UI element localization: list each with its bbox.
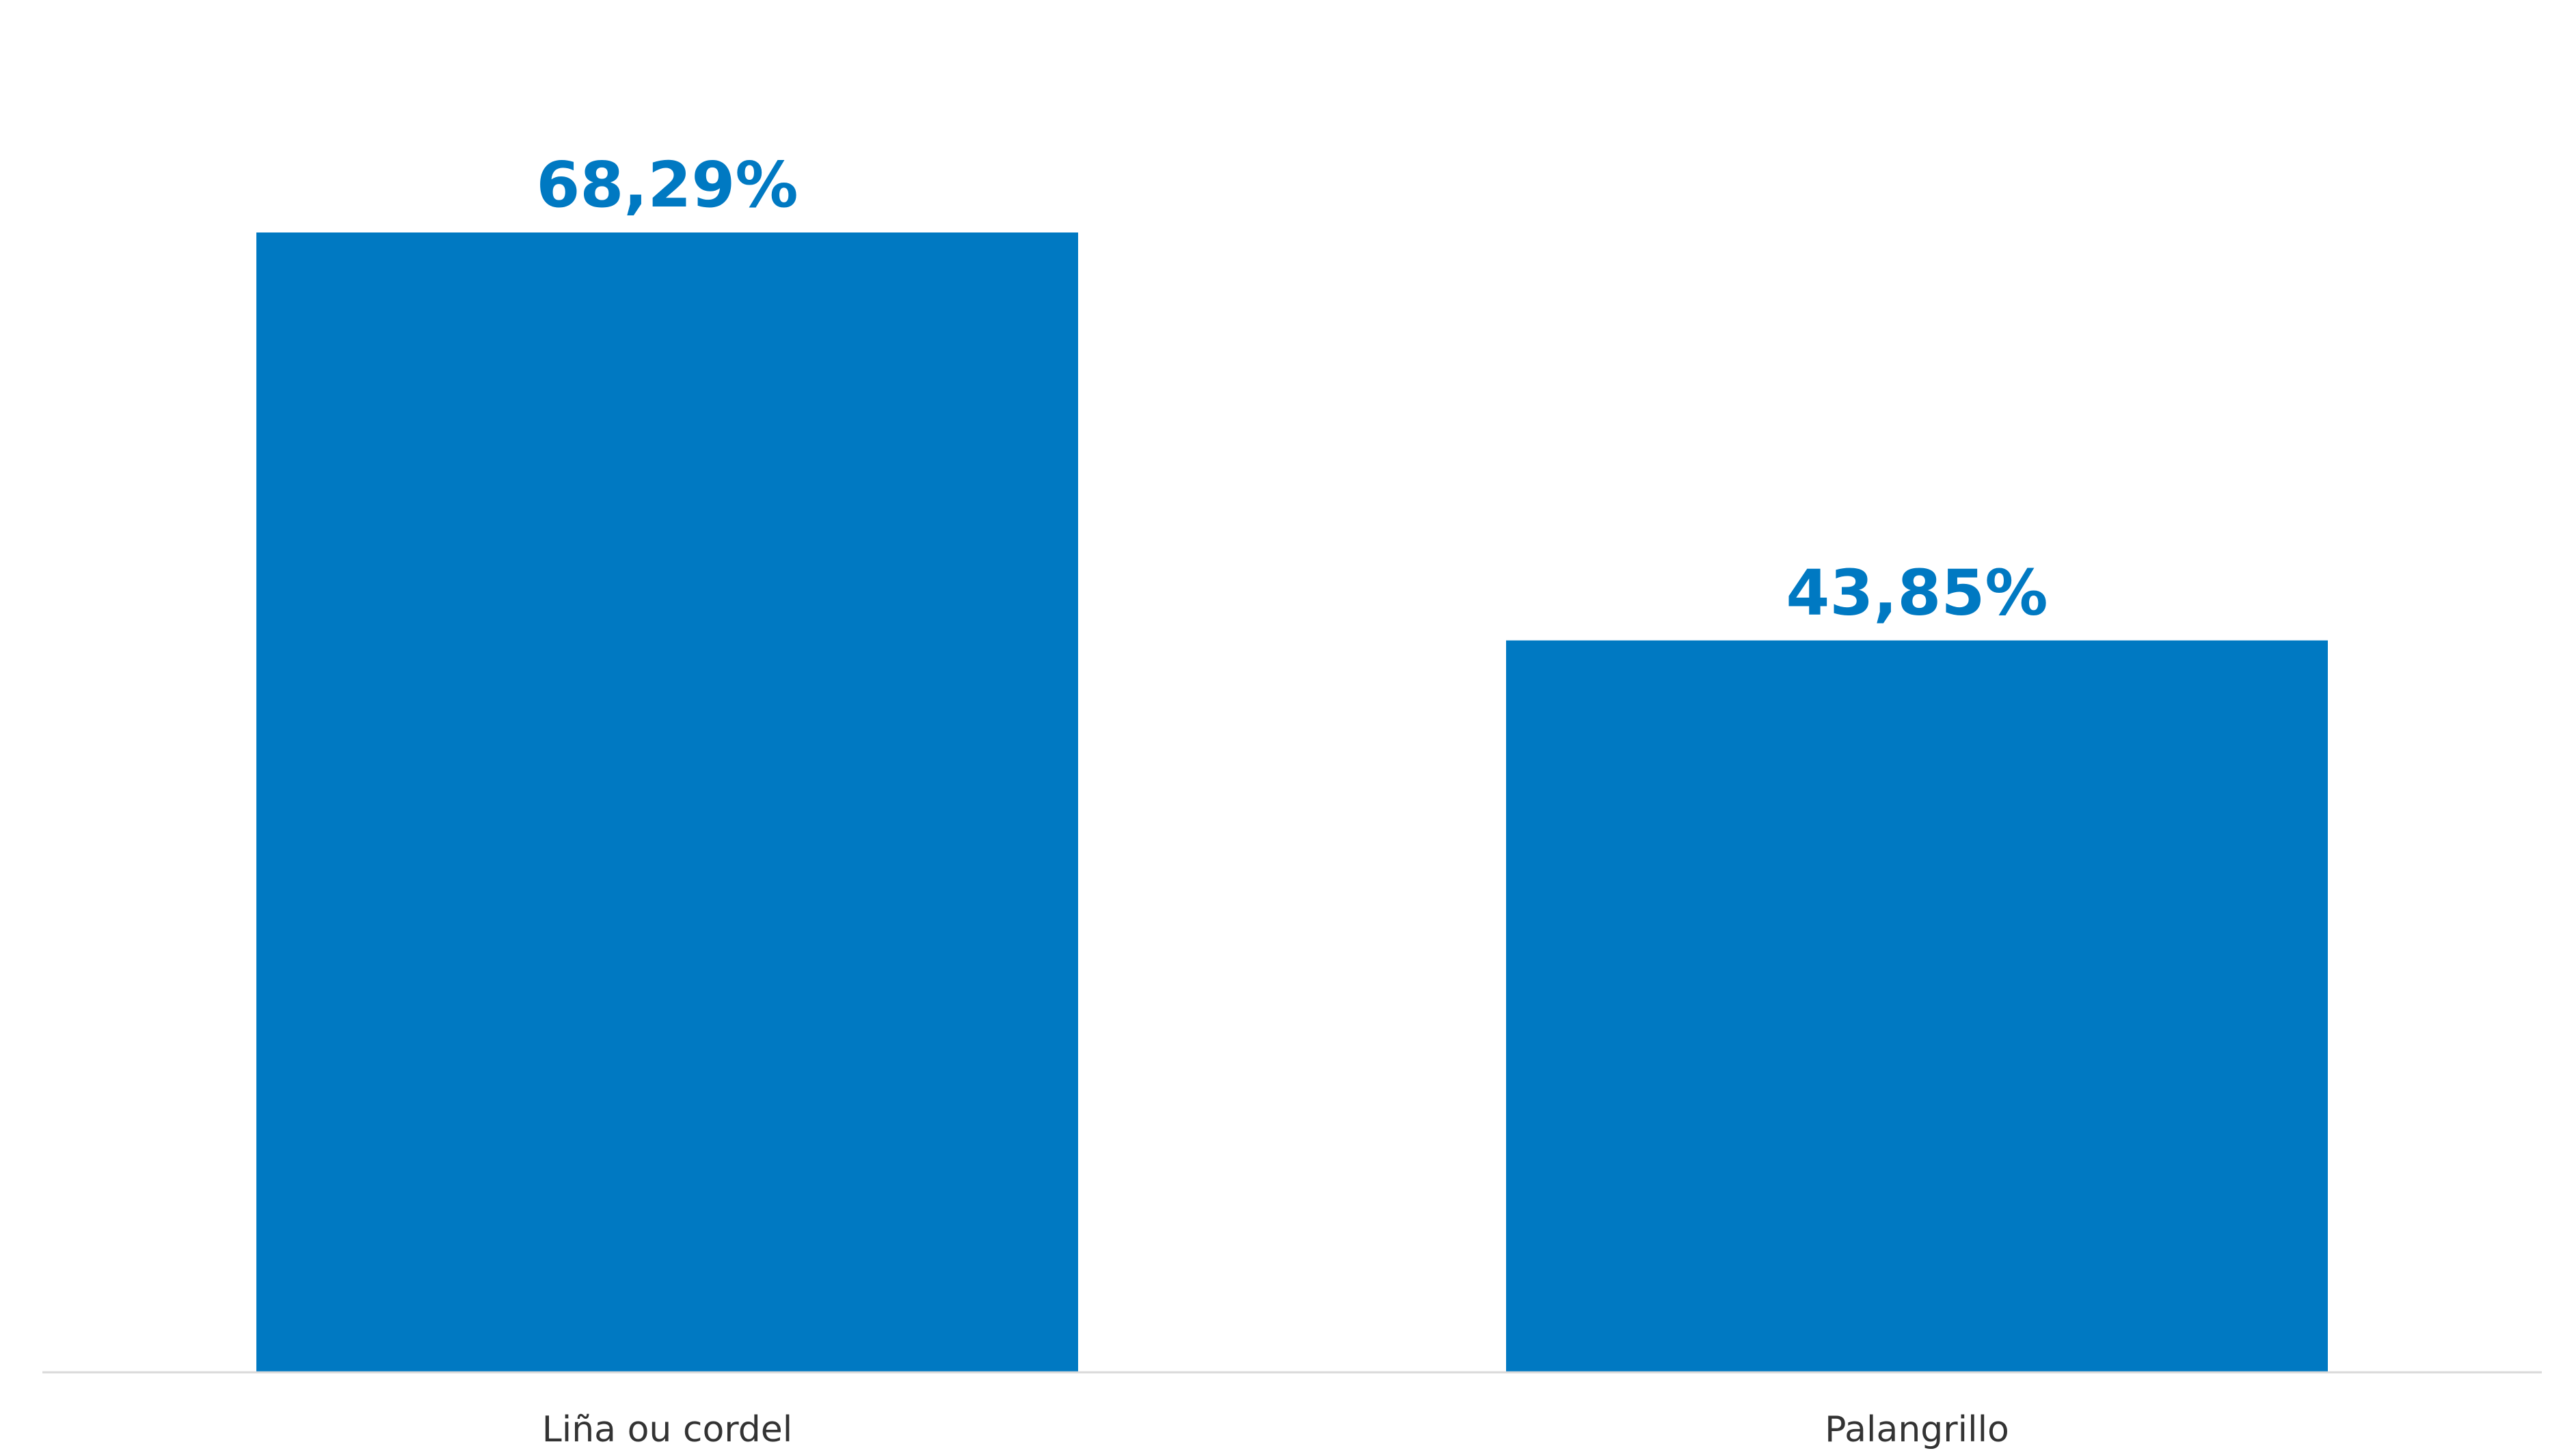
- bars-layer: [256, 232, 2328, 1372]
- category-labels-layer: Liña ou cordel Palangrillo: [542, 1409, 2009, 1450]
- bar-1: [256, 232, 1078, 1372]
- value-labels-layer: 68,29% 43,85%: [536, 148, 2048, 630]
- category-label-2: Palangrillo: [1825, 1409, 2009, 1450]
- bar-2: [1506, 640, 2328, 1372]
- bar-value-label-1: 68,29%: [536, 148, 798, 222]
- bar-value-label-2: 43,85%: [1786, 557, 2048, 630]
- category-label-1: Liña ou cordel: [542, 1409, 792, 1450]
